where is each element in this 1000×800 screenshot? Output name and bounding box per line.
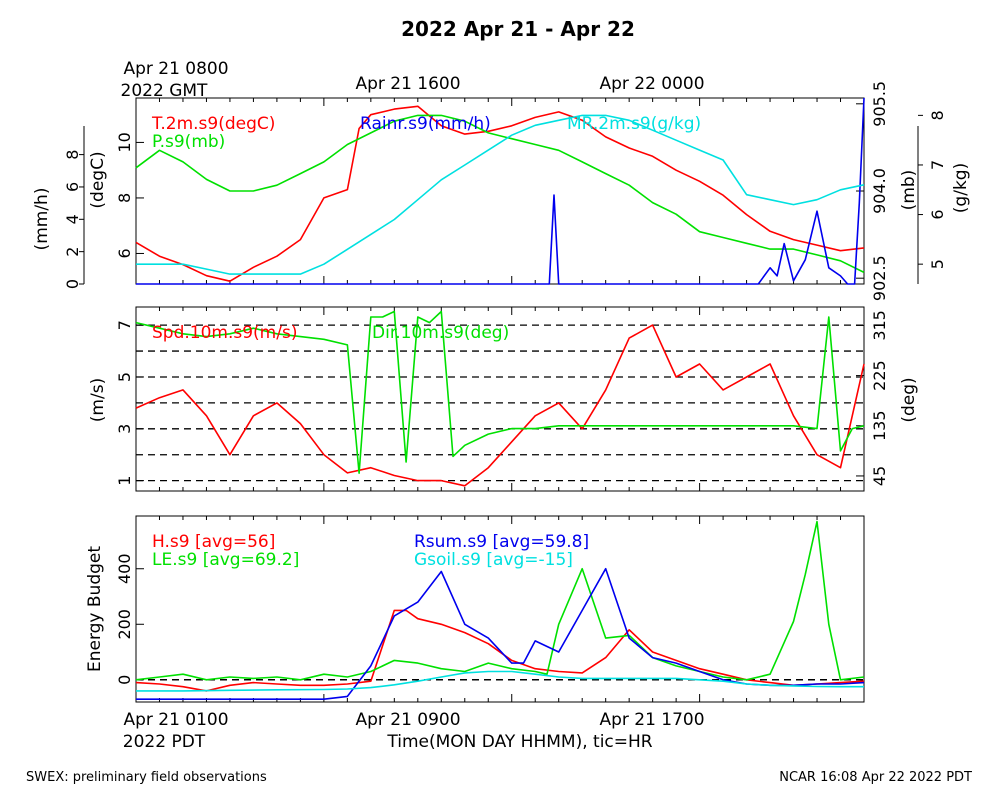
legend-wind-direction: Dir.10m.s9(deg) [372,323,509,343]
grid-layer [136,324,864,681]
bottom-time-label-1: Apr 21 0100 [123,710,228,730]
footer-note: SWEX: preliminary field observations [26,770,267,785]
middle-left-tick-label: 7 [115,320,134,330]
bottom-series-1-line [135,520,865,681]
top-left-outer-tick-label: 8 [63,150,82,160]
middle-right-tick-label: 45 [870,466,889,486]
top-right-outer-axis-label: (g/kg) [951,163,971,213]
top-left-inner-tick-label: 6 [115,248,134,258]
top-left-outer-tick-label: 6 [63,182,82,192]
tick-layer: 024686810902.5904.0905.55678135745135225… [63,81,947,702]
middle-left-tick-label: 5 [115,372,134,382]
middle-right-tick-label: 315 [870,310,889,341]
chart-title: 2022 Apr 21 - Apr 22 [401,17,635,41]
footer-timestamp: NCAR 16:08 Apr 22 2022 PDT [779,770,972,785]
x-axis-label: Time(MON DAY HHMM), tic=HR [386,732,652,752]
top-series-0-line [135,105,865,283]
top-left-outer-axis-label: (mm/h) [32,188,52,251]
bottom-left-tick-label: 0 [115,675,134,685]
middle-right-tick-label: 135 [870,410,889,441]
middle-series-1-line [135,310,865,475]
middle-left-tick-label: 3 [115,424,134,434]
top-left-outer-tick-label: 0 [63,279,82,289]
legend-pressure: P.s9(mb) [152,132,225,152]
series-layer [135,97,865,701]
legend-soil-heat: Gsoil.s9 [avg=-15] [414,550,573,570]
bottom-left-axis-label: Energy Budget [85,546,105,672]
top-series-2-line [136,97,865,285]
top-left-inner-axis-label: (degC) [88,151,108,208]
top-right-inner-tick-label: 904.0 [870,168,889,214]
top-right-inner-axis-label: (mb) [899,170,919,211]
top-series-1-line [135,114,865,274]
legend-temperature: T.2m.s9(degC) [151,114,275,134]
bottom-series-0-line [135,609,865,692]
top-left-inner-tick-label: 10 [115,132,134,152]
top-time-sublabel: 2022 GMT [121,81,209,101]
legend-mixing-ratio: MR.2m.s9(g/kg) [567,114,701,134]
bottom-left-tick-label: 200 [115,609,134,640]
legend-radiation-sum: Rsum.s9 [avg=59.8] [414,532,589,552]
top-right-inner-tick-label: 905.5 [870,81,889,127]
middle-right-axis-label: (deg) [899,377,919,422]
top-right-outer-tick-label: 6 [928,209,947,219]
legend-latent-heat: LE.s9 [avg=69.2] [152,550,299,570]
top-left-outer-tick-label: 2 [63,247,82,257]
middle-left-tick-label: 1 [115,476,134,486]
top-series-3-line [136,114,865,275]
top-time-label-3: Apr 22 0000 [599,74,704,94]
top-right-outer-tick-label: 8 [928,110,947,120]
bottom-time-label-3: Apr 21 1700 [599,710,704,730]
middle-left-axis-label: (m/s) [88,378,108,422]
bottom-time-sublabel: 2022 PDT [123,732,206,752]
top-right-outer-tick-label: 5 [928,259,947,269]
top-right-inner-tick-label: 902.5 [870,255,889,301]
legend-wind-speed: Spd.10m.s9(m/s) [152,323,297,343]
middle-panel-frame [135,306,865,492]
top-time-label-2: Apr 21 1600 [355,74,460,94]
top-right-outer-tick-label: 7 [928,160,947,170]
bottom-left-tick-label: 400 [115,553,134,584]
top-time-label-1: Apr 21 0800 [123,59,228,79]
bottom-panel-frame [135,515,865,703]
legend-sensible-heat: H.s9 [avg=56] [152,532,275,552]
middle-right-tick-label: 225 [870,360,889,391]
bottom-series-3-line [136,670,864,692]
bottom-time-label-2: Apr 21 0900 [355,710,460,730]
top-left-inner-tick-label: 8 [115,193,134,203]
top-left-outer-tick-label: 4 [63,214,82,224]
middle-series-0-line [135,324,865,487]
legend-rain-rate: Rainr.s9(mm/h) [360,114,491,134]
